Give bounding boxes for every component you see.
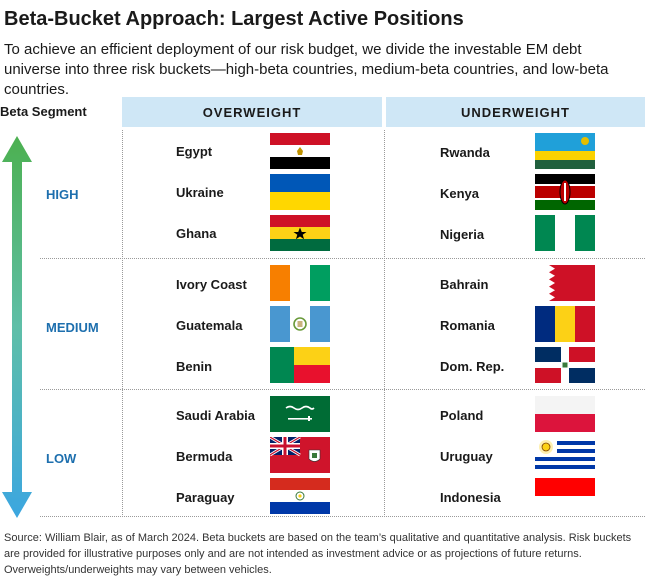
country-rwanda: Rwanda [440, 145, 490, 160]
rwanda-flag-icon [535, 133, 595, 169]
column-divider-left [122, 130, 123, 515]
country-nigeria: Nigeria [440, 227, 485, 242]
country-uruguay: Uruguay [440, 449, 493, 464]
ghana-flag-icon [270, 215, 330, 251]
bucket-label-medium: MEDIUM [46, 320, 99, 335]
country-indonesia: Indonesia [440, 490, 501, 505]
paraguay-flag-icon [270, 478, 330, 514]
bucket-divider-2 [40, 389, 645, 390]
bucket-label-low: LOW [46, 451, 77, 466]
country-ivory-coast: Ivory Coast [176, 277, 247, 292]
country-kenya: Kenya [440, 186, 480, 201]
country-ukraine: Ukraine [176, 185, 224, 200]
country-benin: Benin [176, 359, 213, 374]
page-subtitle: To achieve an efficient deployment of ou… [4, 41, 609, 98]
source-note: Source: William Blair, as of March 2024.… [4, 532, 632, 576]
benin-flag-icon [270, 347, 330, 383]
country-poland: Poland [440, 408, 484, 423]
ivory-coast-flag-icon [270, 265, 330, 301]
country-guatemala: Guatemala [176, 318, 243, 333]
column-divider-middle [384, 130, 385, 515]
country-bahrain: Bahrain [440, 277, 489, 292]
bahrain-flag-icon [535, 265, 595, 301]
underweight-header: UNDERWEIGHT [386, 97, 645, 127]
page-title: Beta-Bucket Approach: Largest Active Pos… [4, 8, 464, 30]
bermuda-flag-icon [270, 437, 330, 473]
indonesia-flag-icon [535, 478, 595, 514]
beta-segment-label: Beta Segment [0, 104, 87, 119]
country-bermuda: Bermuda [176, 449, 233, 464]
country-dominican-republic: Dom. Rep. [440, 359, 505, 374]
ukraine-flag-icon [270, 174, 330, 210]
poland-flag-icon [535, 396, 595, 432]
kenya-flag-icon [535, 174, 595, 210]
egypt-flag-icon [270, 133, 330, 169]
romania-flag-icon [535, 306, 595, 342]
bucket-divider-1 [40, 258, 645, 259]
dominican-republic-flag-icon [535, 347, 595, 383]
table-bottom-rule [40, 516, 645, 517]
country-saudi-arabia: Saudi Arabia [176, 408, 255, 423]
guatemala-flag-icon [270, 306, 330, 342]
overweight-header: OVERWEIGHT [122, 97, 382, 127]
uruguay-flag-icon [535, 437, 595, 473]
country-ghana: Ghana [176, 226, 217, 241]
beta-gradient-arrow-icon [2, 136, 32, 518]
nigeria-flag-icon [535, 215, 595, 251]
saudi-arabia-flag-icon [270, 396, 330, 432]
bucket-label-high: HIGH [46, 187, 79, 202]
country-paraguay: Paraguay [176, 490, 235, 505]
country-romania: Romania [440, 318, 495, 333]
country-egypt: Egypt [176, 144, 213, 159]
